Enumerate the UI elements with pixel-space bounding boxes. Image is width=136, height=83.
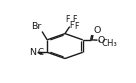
Text: CH₃: CH₃ [101, 39, 117, 48]
Text: O: O [98, 36, 105, 45]
Text: F: F [73, 15, 77, 24]
Text: F: F [69, 21, 74, 30]
Text: N: N [29, 48, 36, 57]
Text: F: F [74, 22, 79, 31]
Text: F: F [66, 15, 70, 24]
Text: Br: Br [31, 22, 42, 31]
Text: C: C [38, 48, 44, 57]
Text: O: O [93, 26, 101, 35]
